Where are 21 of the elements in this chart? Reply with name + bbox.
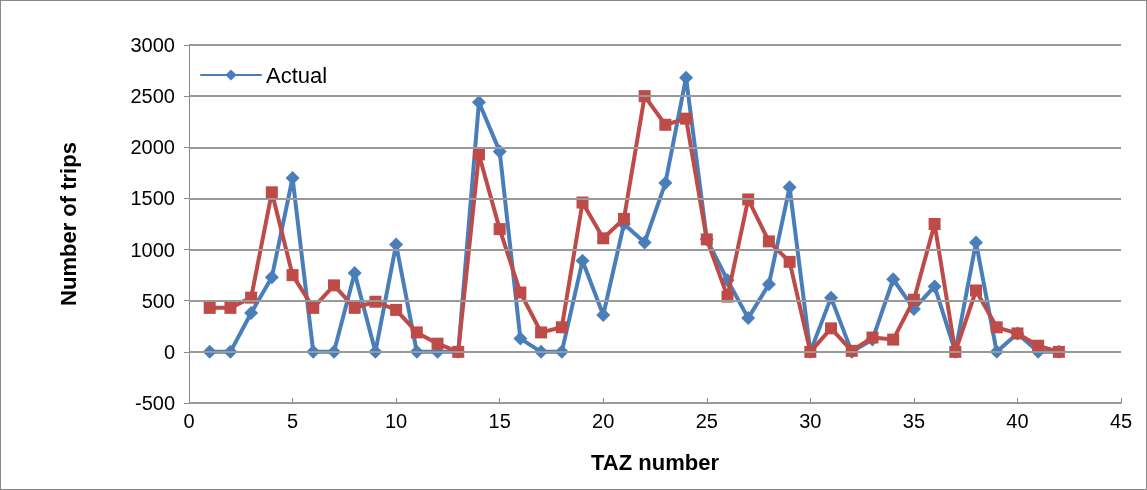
x-tick-label: 20: [592, 410, 615, 432]
x-axis-title: TAZ number: [591, 449, 720, 475]
x-tick-label: 35: [902, 410, 926, 432]
x-tick-label: 25: [695, 410, 718, 432]
y-tick-label: 1500: [130, 187, 175, 210]
y-tick-label: 3000: [130, 34, 175, 56]
x-tick-label: 15: [488, 410, 511, 432]
x-tick-label: 45: [1109, 410, 1133, 432]
y-tick-label: 2500: [130, 85, 175, 108]
y-axis-title: Number of trips: [55, 142, 81, 306]
y-tick-label: 2000: [130, 136, 175, 159]
x-tick-label: 30: [799, 410, 822, 432]
y-tick-label: -500: [134, 392, 175, 414]
x-tick-label: 10: [384, 410, 408, 432]
y-tick-label: 1000: [130, 238, 175, 261]
x-tick-label: 5: [286, 410, 299, 432]
y-tick-label: 0: [163, 340, 175, 363]
y-tick-label: 500: [141, 289, 175, 312]
x-tick-label: 40: [1006, 410, 1029, 432]
legend-label: Actual: [266, 62, 328, 88]
x-tick-label: 0: [183, 410, 195, 432]
